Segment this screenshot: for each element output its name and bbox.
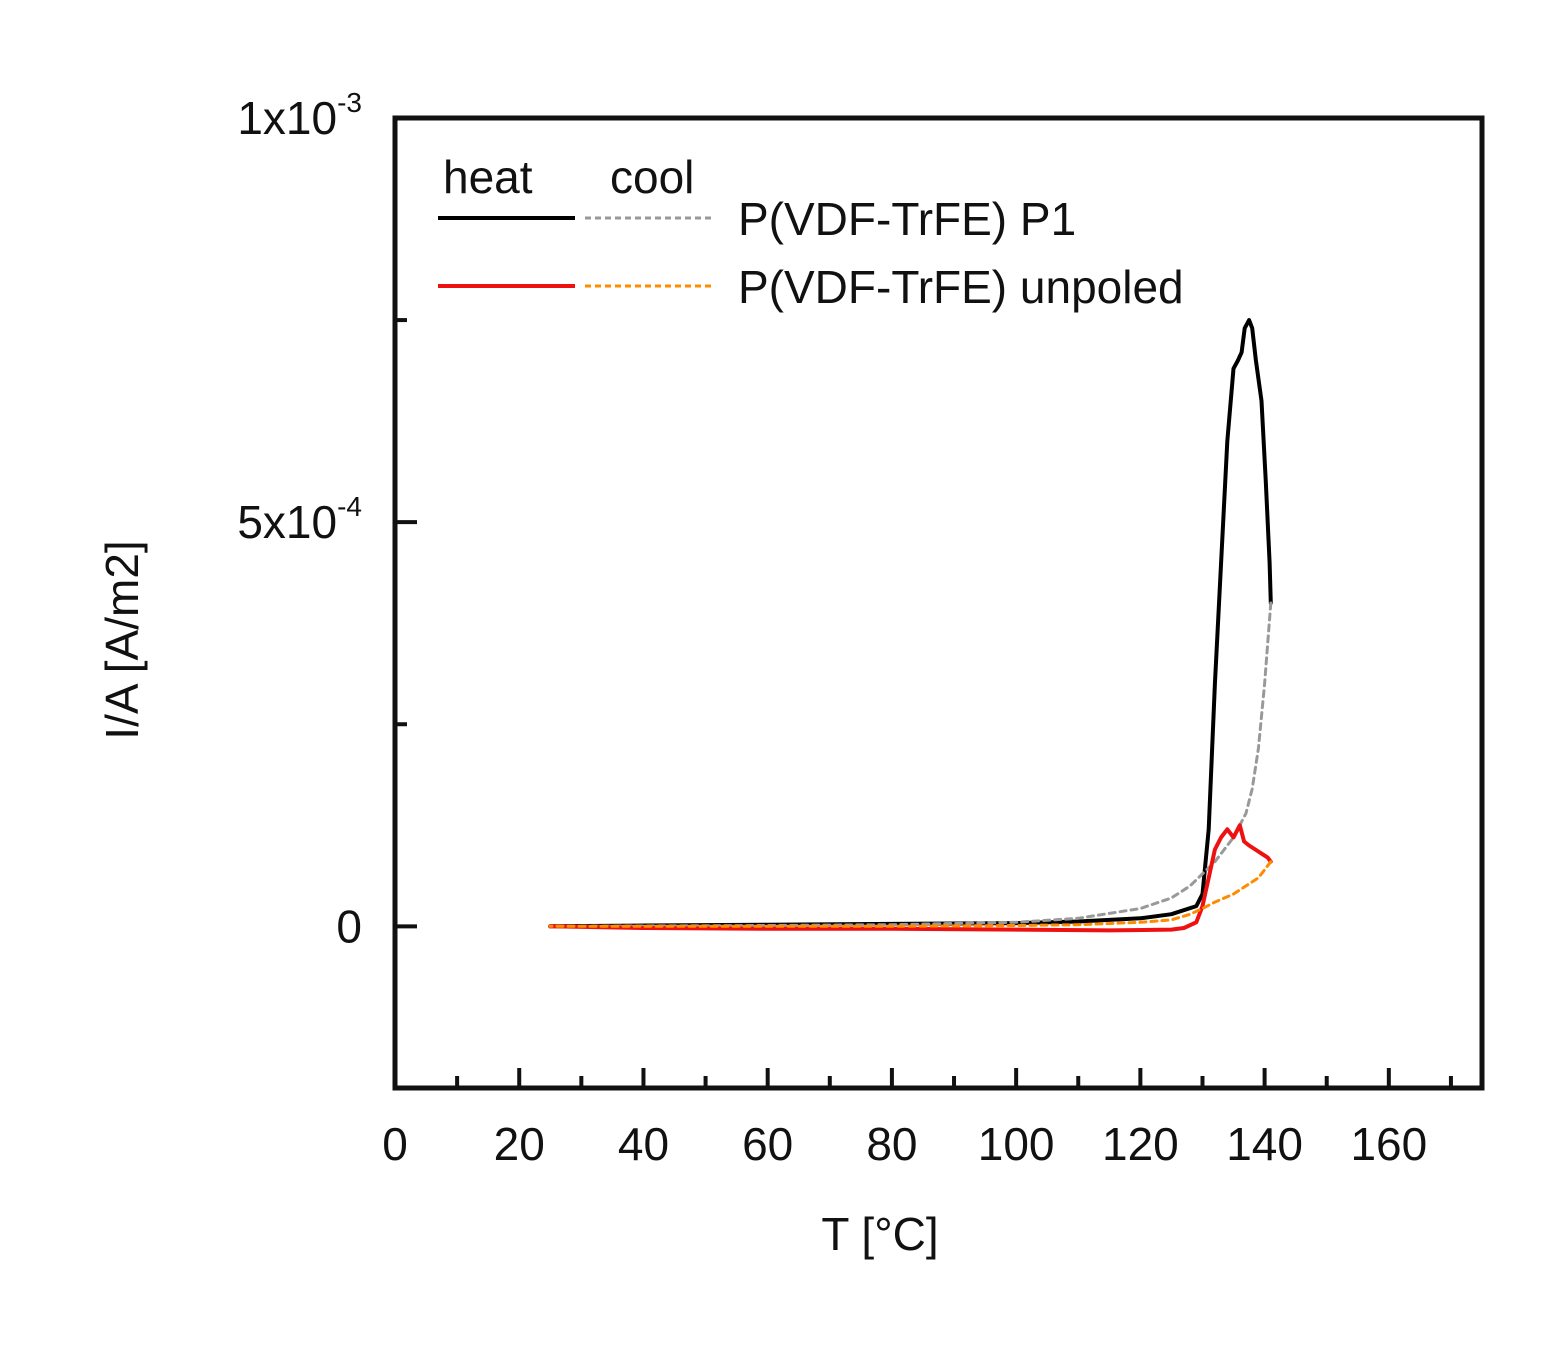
legend-header-heat: heat [443,151,533,203]
y-tick-label-0: 0 [336,900,362,952]
y-tick-label-1: 5x10-4 [237,491,362,548]
series-p-vdf-trfe-p1-cool [548,601,1273,928]
x-tick-label-40: 40 [618,1118,669,1170]
x-tick-label-60: 60 [742,1118,793,1170]
y-axis-title: I/A [A/m2] [96,540,148,739]
legend-p1-label: P(VDF-TrFE) P1 [738,193,1076,245]
legend-header-cool: cool [610,151,694,203]
series-p-vdf-trfe-unpoled-cool [548,860,1273,928]
x-tick-label-0: 0 [382,1118,408,1170]
series-layer [548,318,1273,933]
x-tick-label-80: 80 [866,1118,917,1170]
y-tick-label-2: 1x10-3 [237,87,362,144]
x-tick-label-140: 140 [1226,1118,1303,1170]
legend: heat cool P(VDF-TrFE) P1 P(VDF-TrFE) unp… [438,151,1184,313]
x-tick-label-100: 100 [978,1118,1055,1170]
series-p-vdf-trfe-unpoled-heat [548,823,1273,933]
legend-unpoled-label: P(VDF-TrFE) unpoled [738,261,1184,313]
ticks-layer: 0 20 40 60 80 100 120 140 160 0 5x10-4 1x10-3 [237,87,1453,1170]
x-tick-label-160: 160 [1350,1118,1427,1170]
plot-frame [392,115,1485,1091]
x-tick-label-120: 120 [1102,1118,1179,1170]
series-p-vdf-trfe-p1-heat [548,318,1273,929]
x-tick-label-20: 20 [494,1118,545,1170]
x-axis-title: T [°C] [821,1208,938,1260]
